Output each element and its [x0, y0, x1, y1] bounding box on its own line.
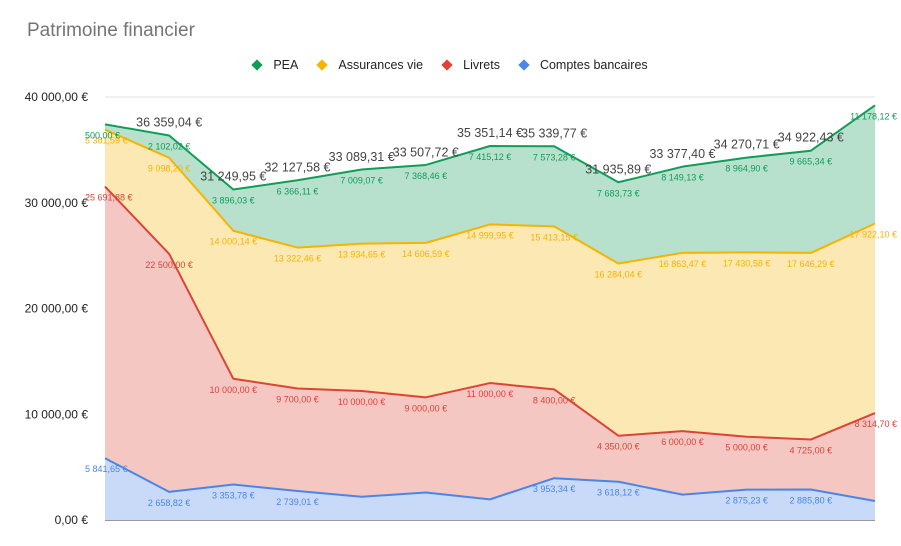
total-label: 33 377,40 €	[649, 147, 715, 161]
data-label: 13 934,65 €	[338, 250, 386, 260]
data-label: 2 102,02 €	[148, 142, 191, 152]
data-label: 7 573,28 €	[533, 152, 576, 162]
y-tick-label: 0,00 €	[55, 513, 89, 527]
total-label: 34 922,43 €	[778, 131, 844, 145]
total-label: 31 935,89 €	[585, 162, 651, 176]
y-tick-label: 10 000,00 €	[25, 407, 89, 421]
y-tick-label: 30 000,00 €	[25, 196, 89, 210]
legend-label: PEA	[273, 58, 299, 72]
data-label: 5 841,65 €	[85, 464, 128, 474]
data-label: 10 000,00 €	[338, 397, 386, 407]
total-label: 33 089,31 €	[329, 150, 395, 164]
data-label: 8 964,90 €	[725, 164, 768, 174]
total-label: 35 351,14 €	[457, 126, 523, 140]
legend-label: Livrets	[463, 58, 500, 72]
total-label: 32 127,58 €	[264, 160, 330, 174]
data-label: 16 284,04 €	[595, 270, 643, 280]
legend-item-livrets[interactable]: Livrets	[441, 58, 500, 72]
series-line-assurances-vie	[104, 128, 876, 265]
area-assurances-vie	[105, 129, 875, 440]
y-tick-label: 20 000,00 €	[25, 302, 89, 316]
total-label: 35 339,77 €	[521, 126, 587, 140]
data-label: 4 350,00 €	[597, 442, 640, 452]
series-line-pea	[104, 104, 876, 191]
data-label: 8 149,13 €	[661, 173, 704, 183]
data-label: 15 413,15 €	[530, 232, 578, 242]
data-label: 25 691,88 €	[85, 193, 133, 203]
data-label: 17 430,58 €	[723, 258, 771, 268]
data-label: 7 683,73 €	[597, 188, 640, 198]
data-label: 14 999,95 €	[466, 230, 514, 240]
data-label: 3 953,34 €	[533, 484, 576, 494]
data-label: 8 400,00 €	[533, 395, 576, 405]
data-label: 8 314,70 €	[854, 419, 897, 429]
data-label: 3 618,12 €	[597, 488, 640, 498]
data-label: 500,00 €	[85, 130, 120, 140]
data-label: 9 000,00 €	[405, 403, 448, 413]
data-label: 5 000,00 €	[725, 443, 768, 453]
data-label: 11 178,12 €	[850, 111, 897, 121]
data-label: 17 922,10 €	[849, 230, 897, 240]
data-label: 2 658,82 €	[148, 498, 191, 508]
total-label: 34 270,71 €	[714, 138, 780, 152]
total-label: 33 507,72 €	[393, 146, 459, 160]
legend-item-pea[interactable]: PEA	[251, 58, 299, 72]
data-label: 9 665,34 €	[790, 157, 833, 167]
chart-title: Patrimoine financier	[27, 20, 195, 41]
series-line-livrets	[104, 185, 876, 441]
data-label: 7 009,07 €	[340, 176, 383, 186]
data-label: 17 646,29 €	[787, 259, 835, 269]
data-label: 7 368,46 €	[405, 171, 448, 181]
data-label: 11 000,00 €	[467, 389, 514, 399]
chart-legend: PEA Assurances vie Livrets Comptes banca…	[0, 58, 901, 72]
data-label: 5 381,59 €	[85, 136, 128, 146]
data-label: 2 875,23 €	[725, 496, 768, 506]
data-label: 6 366,11 €	[277, 186, 319, 196]
data-label: 3 353,78 €	[212, 491, 255, 501]
data-label: 9 098,20 €	[148, 164, 191, 174]
total-label: 36 359,04 €	[136, 116, 202, 130]
data-label: 10 000,00 €	[210, 385, 258, 395]
data-label: 7 415,12 €	[469, 152, 512, 162]
area-livrets	[105, 186, 875, 501]
data-label: 2 739,01 €	[276, 497, 319, 507]
legend-label: Assurances vie	[338, 58, 424, 72]
legend-item-assurances-vie[interactable]: Assurances vie	[316, 58, 424, 72]
data-label: 22 500,00 €	[145, 260, 193, 270]
data-label: 9 700,00 €	[276, 394, 319, 404]
legend-item-comptes-bancaires[interactable]: Comptes bancaires	[518, 58, 648, 72]
data-label: 3 896,03 €	[212, 196, 255, 206]
data-label: 2 885,80 €	[790, 495, 833, 505]
data-label: 16 863,47 €	[659, 259, 707, 269]
data-label: 6 000,00 €	[661, 437, 704, 447]
data-label: 14 606,59 €	[402, 249, 450, 259]
area-pea	[105, 105, 875, 264]
data-label: 14 000,14 €	[210, 237, 258, 247]
data-label: 4 725,00 €	[790, 446, 833, 456]
area-comptes-bancaires	[105, 458, 875, 520]
data-label: 13 322,46 €	[274, 254, 322, 264]
total-label: 31 249,95 €	[200, 170, 266, 184]
y-tick-label: 40 000,00 €	[25, 90, 89, 104]
legend-label: Comptes bancaires	[539, 58, 648, 72]
series-line-comptes-bancaires	[104, 457, 876, 502]
